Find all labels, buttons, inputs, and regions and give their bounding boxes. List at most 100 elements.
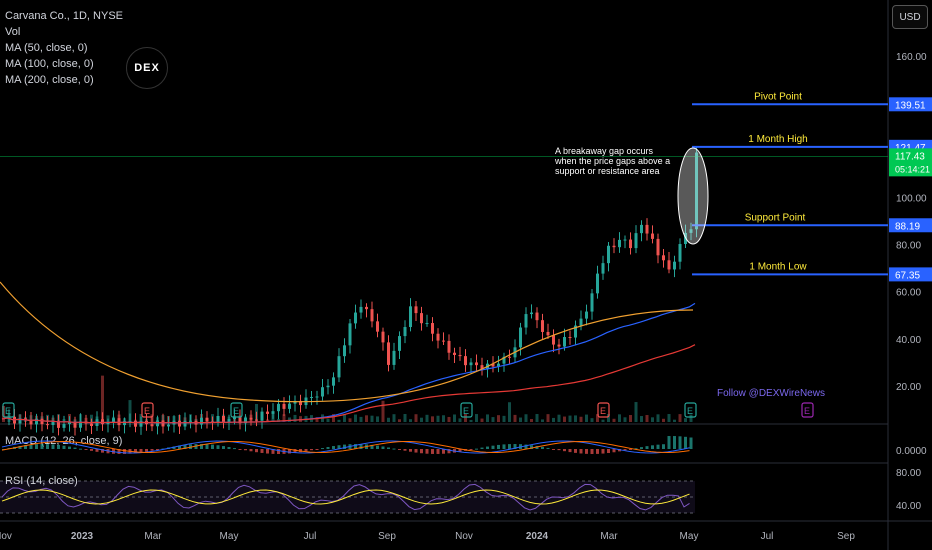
candle-body: [546, 331, 550, 336]
candle-body: [673, 261, 676, 270]
macd-histogram-bar: [277, 449, 280, 454]
candle-body: [266, 411, 269, 414]
candle-body: [117, 418, 121, 426]
rsi-ma-line: [1, 489, 690, 505]
macd-histogram-bar: [62, 445, 66, 449]
time-tick-label: May: [220, 531, 239, 542]
macd-histogram-bar: [579, 449, 583, 454]
volume-bar: [601, 419, 605, 422]
macd-histogram-bar: [249, 449, 253, 452]
ma50-line: [1, 302, 696, 424]
candle-body: [618, 239, 621, 248]
volume-bar: [343, 414, 346, 422]
candle-body: [205, 417, 209, 422]
volume-bar: [354, 414, 357, 422]
macd-histogram-bar: [480, 447, 484, 449]
macd-histogram-bar: [68, 446, 71, 449]
price-tick-label: 80.00: [896, 241, 921, 252]
candle-body: [343, 345, 346, 357]
macd-histogram-bar: [601, 449, 605, 454]
volume-bar: [568, 415, 572, 422]
macd-histogram-bar: [326, 446, 330, 449]
indicator-ma200[interactable]: MA (200, close, 0): [5, 74, 94, 86]
candle-body: [662, 255, 665, 261]
candle-body: [321, 387, 324, 397]
volume-bar: [453, 414, 456, 422]
macd-histogram-bar: [293, 449, 297, 453]
indicator-vol[interactable]: Vol: [5, 26, 21, 38]
volume-bar: [425, 414, 429, 422]
candle-body: [57, 420, 60, 428]
macd-histogram-bar: [255, 449, 258, 453]
macd-histogram-bar: [590, 449, 594, 454]
macd-histogram-bar: [150, 449, 154, 451]
candle-body: [46, 424, 49, 426]
macd-histogram-bar: [117, 449, 121, 454]
macd-histogram-bar: [651, 445, 654, 449]
volume-bar: [656, 414, 660, 422]
time-tick-label: 2023: [71, 531, 94, 542]
macd-histogram-bar: [200, 444, 203, 449]
candle-body: [189, 420, 192, 422]
candle-body: [436, 333, 440, 341]
macd-histogram-bar: [414, 449, 418, 453]
candle-body: [260, 411, 264, 421]
volume-bar: [370, 415, 374, 422]
macd-histogram-bar: [645, 446, 649, 449]
volume-bar: [513, 414, 517, 422]
candle-body: [79, 421, 82, 428]
macd-histogram-bar: [618, 449, 621, 452]
volume-bar: [128, 400, 132, 422]
earnings-marker: [597, 402, 610, 418]
macd-histogram-bar: [585, 449, 588, 454]
candle-body: [640, 224, 643, 234]
candle-body: [645, 224, 649, 234]
macd-histogram-bar: [205, 444, 209, 449]
candle-body: [623, 239, 627, 241]
volume-bar: [293, 414, 297, 422]
candle-body: [601, 263, 605, 274]
candle-body: [233, 416, 236, 420]
candle-body: [326, 385, 330, 388]
time-tick-label: May: [680, 531, 699, 542]
macd-histogram-bar: [623, 449, 627, 451]
macd-histogram-bar: [222, 446, 225, 449]
volume-bar: [337, 419, 341, 422]
volume-bar: [101, 375, 104, 422]
time-tick-label: Nov: [455, 531, 473, 542]
macd-histogram-bar: [392, 448, 396, 450]
candle-body: [612, 245, 616, 248]
macd-histogram-bar: [607, 449, 610, 454]
volume-bar: [365, 415, 368, 422]
macd-histogram-bar: [304, 449, 308, 452]
earnings-marker-label: E: [463, 406, 469, 416]
macd-histogram-bar: [227, 447, 231, 449]
candle-body: [167, 424, 170, 427]
volume-bar: [607, 414, 610, 422]
level-label: Support Point: [745, 212, 806, 223]
indicator-ma50[interactable]: MA (50, close, 0): [5, 42, 88, 54]
macd-histogram-bar: [381, 446, 385, 449]
macd-histogram-bar: [359, 444, 363, 449]
volume-bar: [480, 418, 484, 422]
candle-body: [634, 233, 638, 249]
macd-histogram-bar: [29, 444, 33, 449]
macd-histogram-bar: [134, 449, 137, 454]
macd-histogram-bar: [552, 449, 555, 450]
time-tick-label: Mar: [600, 531, 618, 542]
candle-body: [458, 354, 462, 357]
candle-body: [453, 352, 456, 355]
indicator-ma100[interactable]: MA (100, close, 0): [5, 58, 94, 70]
volume-bar: [90, 414, 93, 422]
candle-body: [315, 396, 319, 398]
macd-histogram-bar: [101, 449, 104, 453]
volume-bar: [557, 414, 561, 422]
currency-button[interactable]: USD: [892, 5, 928, 29]
candle-body: [651, 233, 654, 239]
symbol-title[interactable]: Carvana Co., 1D, NYSE: [5, 10, 123, 22]
macd-histogram-bar: [288, 449, 291, 454]
level-label: 1 Month Low: [749, 261, 807, 272]
time-tick-label: Nov: [0, 531, 12, 542]
volume-bar: [266, 419, 269, 422]
